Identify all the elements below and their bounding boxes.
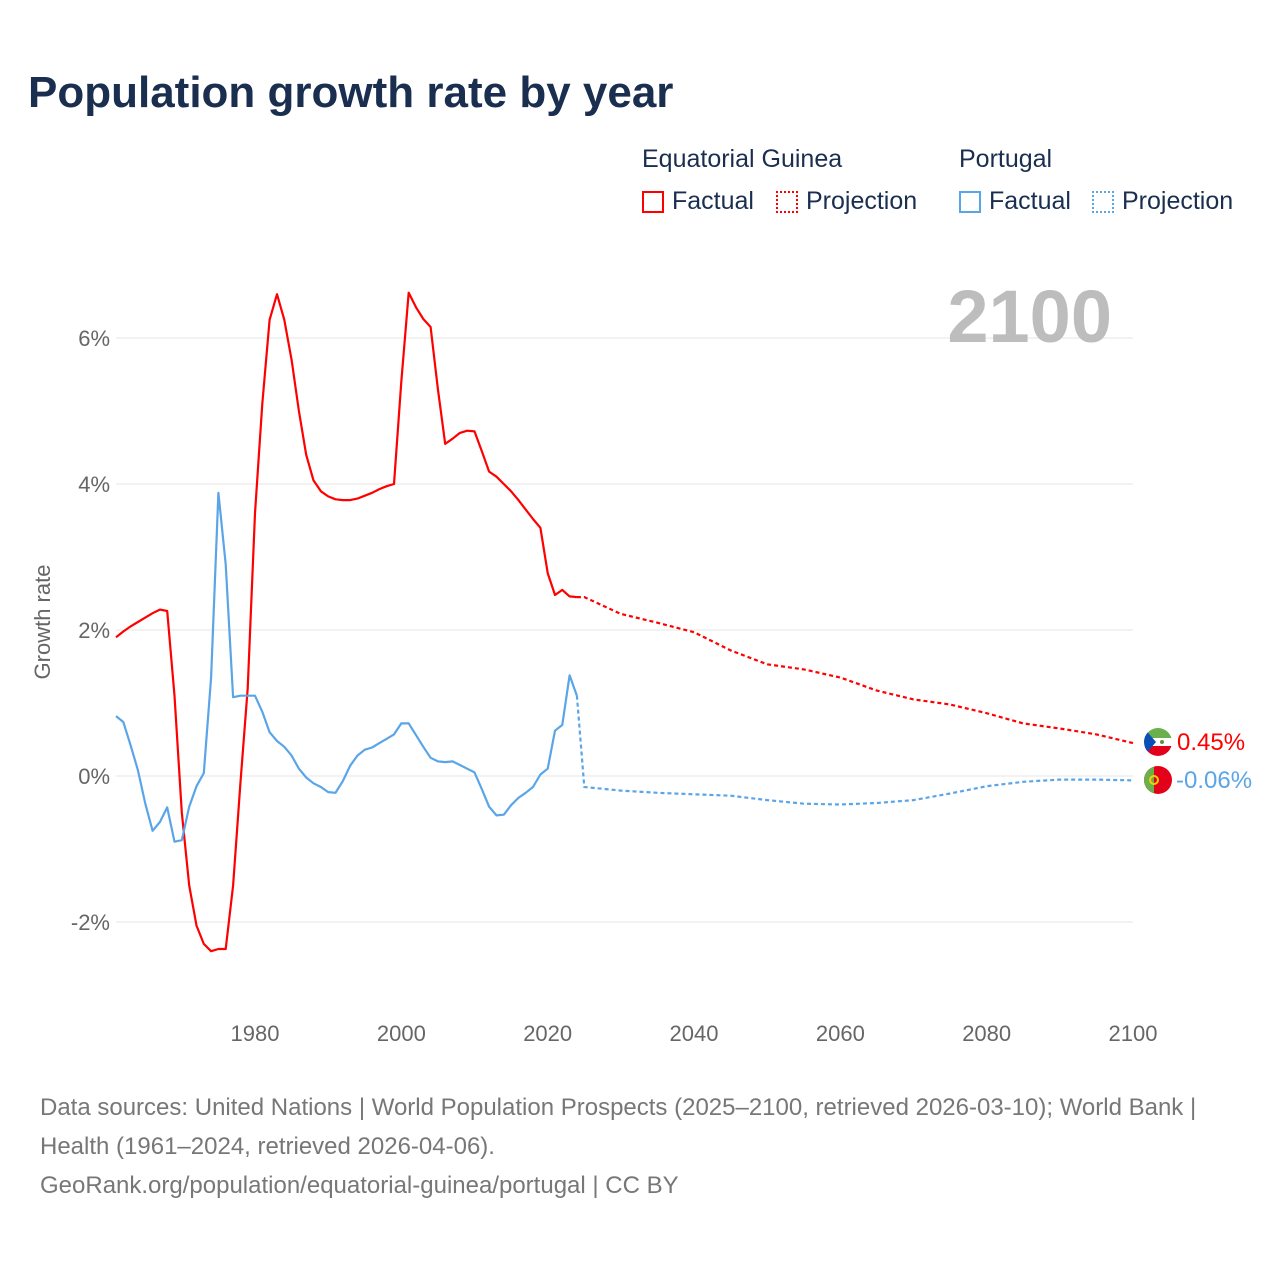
pt-end-label: -0.06% [1176,767,1252,794]
legend-label: Projection [1122,187,1234,215]
legend-swatch-solid [959,190,981,213]
legend-pt-factual[interactable]: Factual [959,187,1071,216]
y-tick-label: 4% [78,472,110,497]
legend-eg-projection[interactable]: Projection [776,187,917,216]
line-chart: -2%0%2%4%6%1980 2000 2020 2040 2060 2080 2100 … [30,275,1252,1046]
portugal-factual-line [115,491,578,843]
legend-swatch-dotted [776,190,798,213]
y-tick-label: -2% [71,910,110,935]
equatorial-guinea-factual-line [115,291,578,953]
eg-end-label: 0.45% [1177,729,1245,756]
legend-group-portugal: Portugal [959,145,1053,173]
y-tick-label: 0% [78,764,110,789]
portugal-projection-line [575,695,1134,806]
x-tick-label: 1980 [231,1021,280,1046]
x-tick-label: 2040 [670,1021,719,1046]
chart-title: Population growth rate by year [28,68,674,117]
equatorial-guinea-flag-icon [1144,728,1172,756]
legend-label: Projection [806,187,918,215]
data-sources: Data sources: United Nations | World Pop… [40,1094,1197,1160]
legend-pt-projection[interactable]: Projection [1092,187,1233,216]
x-tick-label: 2020 [523,1021,572,1046]
x-tick-label: 2100 [1109,1021,1158,1046]
y-tick-label: 6% [78,326,110,351]
x-tick-label: 2080 [962,1021,1011,1046]
legend-swatch-solid [642,190,664,213]
x-tick-label: 2000 [377,1021,426,1046]
equatorial-guinea-projection-line [576,595,1134,745]
y-axis-label: Growth rate [30,565,55,680]
legend-label: Factual [672,187,754,215]
legend-group-equatorial-guinea: Equatorial Guinea [642,145,843,173]
year-display: 2100 [947,275,1112,358]
legend-label: Factual [989,187,1071,215]
legend-swatch-dotted [1092,190,1114,213]
source-url[interactable]: GeoRank.org/population/equatorial-guinea… [40,1172,679,1199]
footer: Data sources: United Nations | World Pop… [40,1088,1240,1205]
x-tick-label: 2060 [816,1021,865,1046]
legend-eg-factual[interactable]: Factual [642,187,754,216]
portugal-flag-icon [1144,766,1172,794]
y-tick-label: 2% [78,618,110,643]
